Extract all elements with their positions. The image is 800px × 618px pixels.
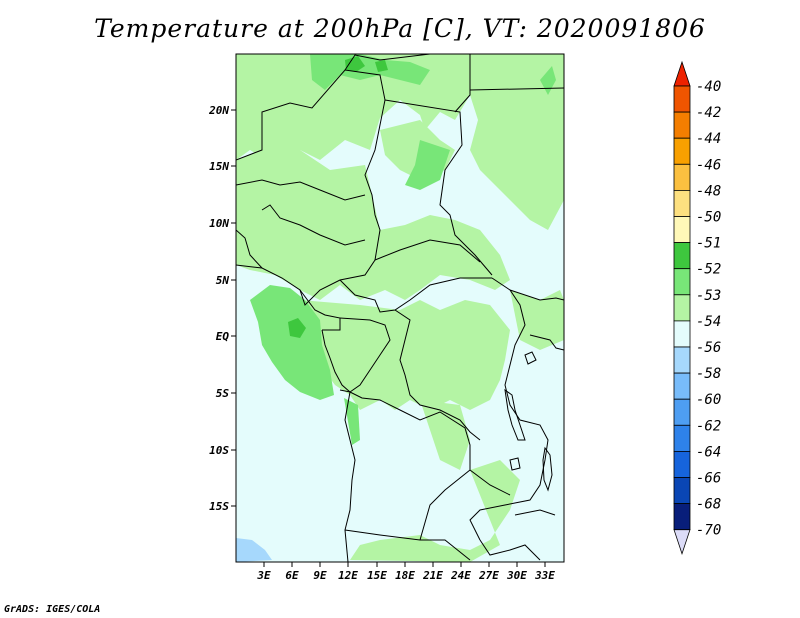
band-minus51 bbox=[288, 56, 388, 338]
lon-tick-label: 33E bbox=[534, 569, 555, 582]
lon-tick-label: 18E bbox=[395, 569, 415, 582]
colorbar-label: -48 bbox=[696, 183, 721, 199]
colorbar-swatch bbox=[673, 294, 691, 322]
colorbar-label: -44 bbox=[696, 131, 721, 147]
colorbar-label: -62 bbox=[696, 418, 721, 434]
colorbar-label: -46 bbox=[696, 157, 721, 173]
lat-tick-label: 5N bbox=[216, 274, 230, 287]
lon-tick-label: 12E bbox=[338, 569, 358, 582]
colorbar-label: -51 bbox=[696, 236, 721, 252]
lat-tick-label: 10S bbox=[209, 444, 229, 457]
colorbar-label: -52 bbox=[696, 262, 721, 278]
lat-tick-label: 15S bbox=[209, 500, 229, 513]
colorbar-label: -70 bbox=[696, 523, 721, 539]
temperature-field bbox=[236, 54, 564, 562]
colorbar-swatch bbox=[673, 372, 691, 400]
colorbar-swatch bbox=[673, 477, 691, 505]
colorbar-swatch bbox=[673, 189, 691, 217]
lat-axis: 20N 15N 10N 5N EQ 5S 10S 15S bbox=[208, 104, 236, 513]
colorbar-label: -66 bbox=[696, 471, 721, 487]
colorbar-swatch bbox=[673, 111, 691, 139]
lat-tick-label: 5S bbox=[216, 387, 230, 400]
colorbar-swatch bbox=[673, 242, 691, 270]
colorbar-swatch bbox=[673, 137, 691, 165]
colorbar: -40 -42 -44 -46 -48 -50 -51 -52 -53 -54 -56 -58 -60 -… bbox=[673, 60, 721, 555]
lon-tick-label: 6E bbox=[285, 569, 299, 582]
lon-tick-label: 15E bbox=[367, 569, 387, 582]
colorbar-swatch bbox=[673, 503, 691, 531]
colorbar-label: -60 bbox=[696, 392, 721, 408]
band-minus53 bbox=[236, 54, 564, 562]
lon-tick-label: 24E bbox=[450, 569, 471, 582]
lon-tick-label: 21E bbox=[422, 569, 443, 582]
colorbar-label: -53 bbox=[696, 288, 721, 304]
lon-tick-marks bbox=[263, 562, 546, 567]
colorbar-label: -50 bbox=[696, 210, 721, 226]
colorbar-swatch bbox=[673, 163, 691, 191]
colorbar-swatch bbox=[673, 216, 691, 244]
lat-tick-label: 15N bbox=[209, 160, 229, 173]
colorbar-swatch bbox=[673, 60, 691, 87]
lat-tick-label: EQ bbox=[216, 330, 230, 343]
colorbar-swatch bbox=[673, 450, 691, 478]
colorbar-label: -40 bbox=[696, 79, 721, 95]
lon-tick-label: 30E bbox=[506, 569, 527, 582]
colorbar-swatch bbox=[673, 268, 691, 296]
map-frame bbox=[235, 53, 565, 563]
lon-tick-label: 9E bbox=[313, 569, 327, 582]
colorbar-label: -56 bbox=[696, 340, 721, 356]
colorbar-label: -54 bbox=[696, 314, 721, 330]
map-title: Temperature at 200hPa [C], VT: 202009180… bbox=[94, 14, 706, 43]
band-minus52 bbox=[250, 54, 556, 445]
colorbar-swatch bbox=[673, 529, 691, 555]
lon-tick-label: 3E bbox=[256, 569, 271, 582]
lat-tick-label: 20N bbox=[208, 104, 229, 117]
lat-tick-label: 10N bbox=[209, 217, 229, 230]
colorbar-swatch bbox=[673, 346, 691, 374]
lat-tick-marks bbox=[231, 109, 236, 507]
country-borders bbox=[236, 54, 564, 562]
colorbar-label: -42 bbox=[696, 105, 721, 121]
colorbar-swatch bbox=[673, 398, 691, 426]
colorbar-label: -58 bbox=[696, 366, 721, 382]
colorbar-swatch bbox=[673, 424, 691, 452]
lon-axis: 3E 6E 9E 12E 15E 18E 21E 24E 27E 30E 33E bbox=[256, 562, 555, 582]
colorbar-label: -64 bbox=[696, 444, 721, 460]
colorbar-label: -68 bbox=[696, 497, 721, 513]
colorbar-swatch bbox=[673, 320, 691, 348]
band-minus56 bbox=[236, 538, 272, 562]
colorbar-swatch bbox=[673, 85, 691, 113]
grads-credit: GrADS: IGES/COLA bbox=[4, 604, 101, 615]
lakes bbox=[504, 351, 553, 492]
lon-tick-label: 27E bbox=[478, 569, 499, 582]
